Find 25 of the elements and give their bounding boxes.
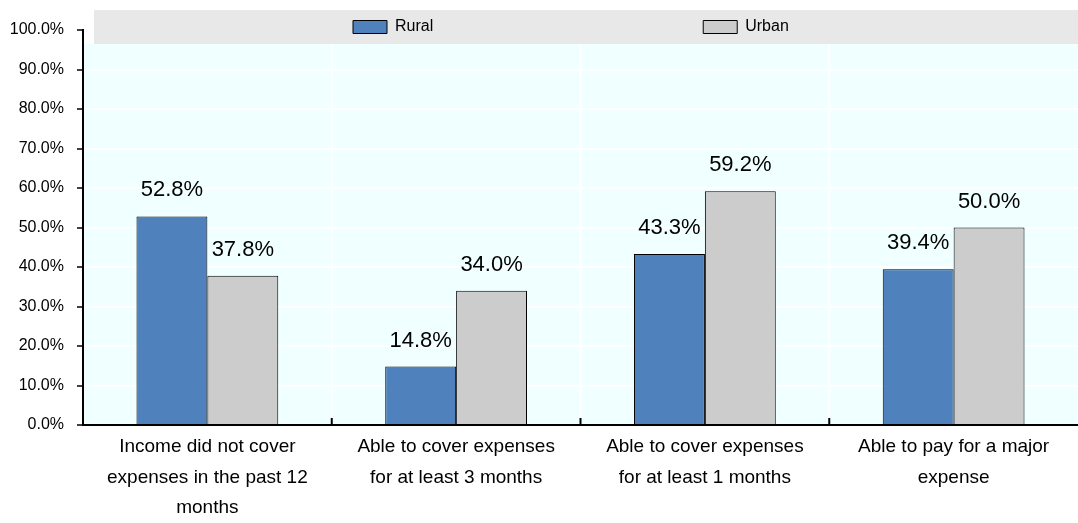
legend-label: Rural: [395, 17, 434, 35]
y-tick-label: 20.0%: [18, 336, 64, 354]
y-tick-label: 90.0%: [18, 59, 64, 77]
x-tick-label: Income did not cover expenses in the past 12 months: [107, 435, 308, 518]
y-tick-label: 80.0%: [18, 99, 64, 117]
y-tick-label: 0.0%: [27, 415, 64, 433]
y-tick-label: 60.0%: [18, 178, 64, 196]
y-tick-label: 30.0%: [18, 296, 64, 314]
legend-label: Urban: [745, 17, 789, 35]
data-label: 50.0%: [957, 187, 1021, 213]
data-label: 59.2%: [709, 151, 772, 177]
x-tick-label: Able to cover expenses for at least 3 months: [357, 435, 555, 487]
x-tick-label: Able to pay for a major expense: [858, 435, 1050, 487]
y-tick-label: 50.0%: [18, 217, 64, 235]
y-tick-label: 10.0%: [18, 375, 64, 393]
y-tick-label: 70.0%: [18, 138, 64, 156]
x-tick-label: Able to cover expenses for at least 1 months: [606, 435, 804, 487]
y-tick-label: 100.0%: [9, 20, 64, 38]
data-label: 14.8%: [389, 326, 452, 352]
data-label: 37.8%: [211, 235, 275, 261]
data-label: 34.0%: [460, 250, 523, 276]
data-label: 39.4%: [886, 229, 950, 255]
data-label: 52.8%: [140, 176, 204, 202]
data-label: 43.3%: [638, 213, 701, 239]
y-tick-label: 40.0%: [18, 257, 64, 275]
